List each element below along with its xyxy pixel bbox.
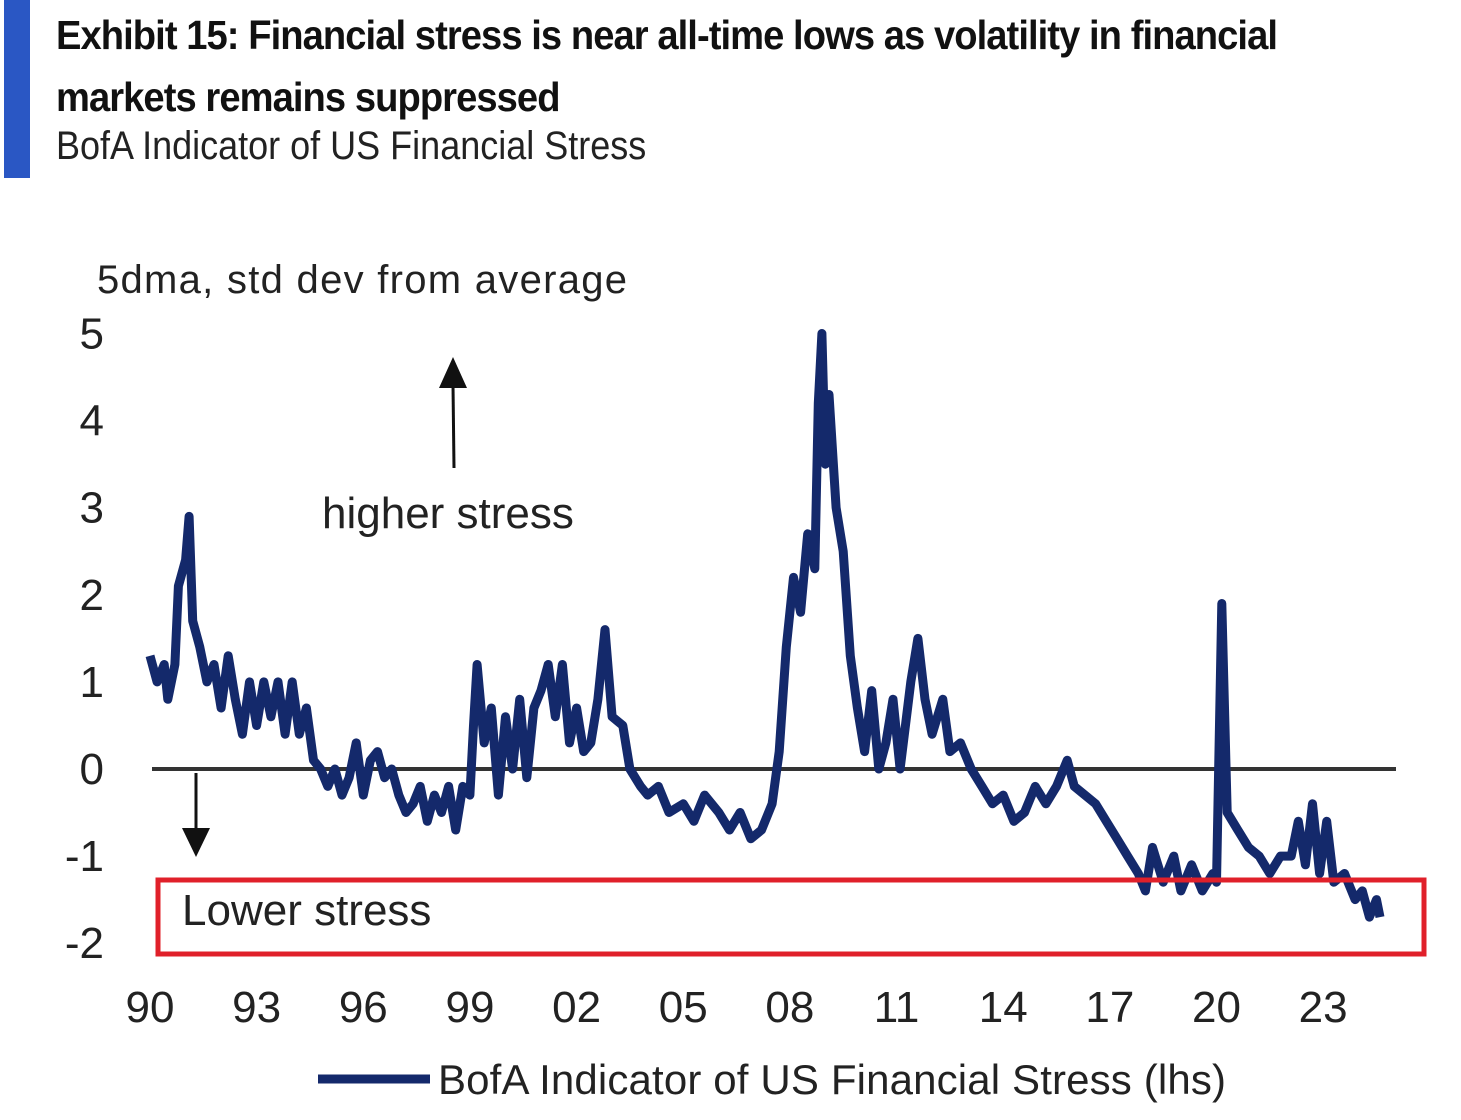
x-tick-label: 90 <box>126 983 175 1032</box>
y-tick-label: 5 <box>80 310 104 359</box>
x-tick-label: 93 <box>232 983 281 1032</box>
lower-stress-arrow <box>182 773 210 857</box>
accent-bar <box>4 0 30 178</box>
lower-stress-annotation: Lower stress <box>182 886 431 935</box>
x-tick-label: 05 <box>659 983 708 1032</box>
y-axis-label: 5dma, std dev from average <box>97 258 627 302</box>
x-tick-label: 17 <box>1085 983 1134 1032</box>
chart-title: Exhibit 15: Financial stress is near all… <box>56 12 1278 120</box>
y-tick-label: -1 <box>65 832 104 881</box>
legend-label: BofA Indicator of US Financial Stress (l… <box>438 1056 1226 1103</box>
y-tick-label: 2 <box>80 571 104 620</box>
x-tick-label: 99 <box>445 983 494 1032</box>
highlight-box <box>155 877 1427 957</box>
x-tick-label: 08 <box>765 983 814 1032</box>
y-tick-label: -2 <box>65 919 104 968</box>
x-tick-label: 23 <box>1299 983 1348 1032</box>
y-tick-label: 3 <box>80 484 104 533</box>
higher-stress-annotation: higher stress <box>322 489 574 538</box>
x-tick-label: 96 <box>339 983 388 1032</box>
y-tick-label: 0 <box>80 745 104 794</box>
x-tick-label: 11 <box>874 983 920 1032</box>
chart-subtitle: BofA Indicator of US Financial Stress <box>56 124 647 168</box>
y-tick-label: 1 <box>80 658 104 707</box>
x-tick-label: 02 <box>552 983 601 1032</box>
series-line <box>145 329 1385 922</box>
x-tick-label: 14 <box>979 983 1028 1032</box>
y-tick-label: 4 <box>80 397 104 446</box>
x-tick-label: 20 <box>1192 983 1241 1032</box>
higher-stress-arrow <box>439 357 467 469</box>
